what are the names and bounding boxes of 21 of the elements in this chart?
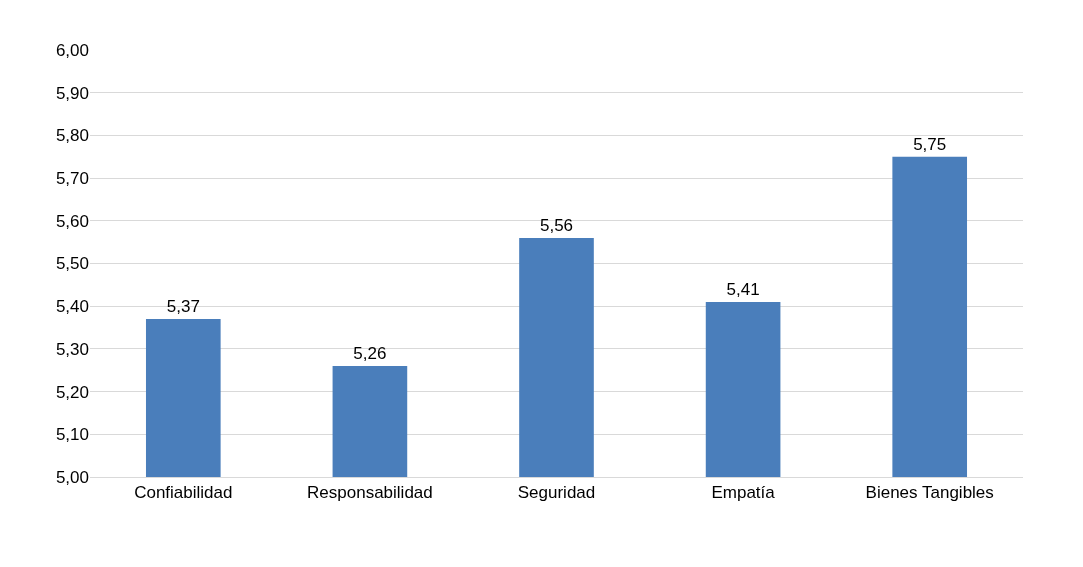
y-tick-label: 5,00 xyxy=(55,467,89,487)
y-tick-label: 5,70 xyxy=(55,169,89,189)
y-tick-label: 6,00 xyxy=(55,40,89,60)
y-tick-label: 5,60 xyxy=(55,211,89,231)
y-tick-label: 5,90 xyxy=(55,83,89,103)
y-tick-label: 5,40 xyxy=(55,297,89,317)
data-label: 5,56 xyxy=(539,215,574,235)
x-tick-label: Responsabilidad xyxy=(307,483,433,503)
data-label: 5,75 xyxy=(913,134,947,154)
y-tick-label: 5,80 xyxy=(55,126,89,146)
y-tick-label: 5,30 xyxy=(55,339,89,359)
data-label: 5,41 xyxy=(726,279,760,299)
y-tick-label: 5,10 xyxy=(55,425,89,445)
data-label: 5,26 xyxy=(353,343,387,363)
x-tick-label: Seguridad xyxy=(517,483,596,503)
data-label: 5,37 xyxy=(166,297,200,317)
x-tick-label: Bienes Tangibles xyxy=(865,483,994,503)
y-tick-label: 5,50 xyxy=(55,254,89,274)
x-tick-label: Confiabilidad xyxy=(134,483,233,503)
y-tick-label: 5,20 xyxy=(55,382,89,402)
x-tick-label: Empatía xyxy=(711,483,776,503)
